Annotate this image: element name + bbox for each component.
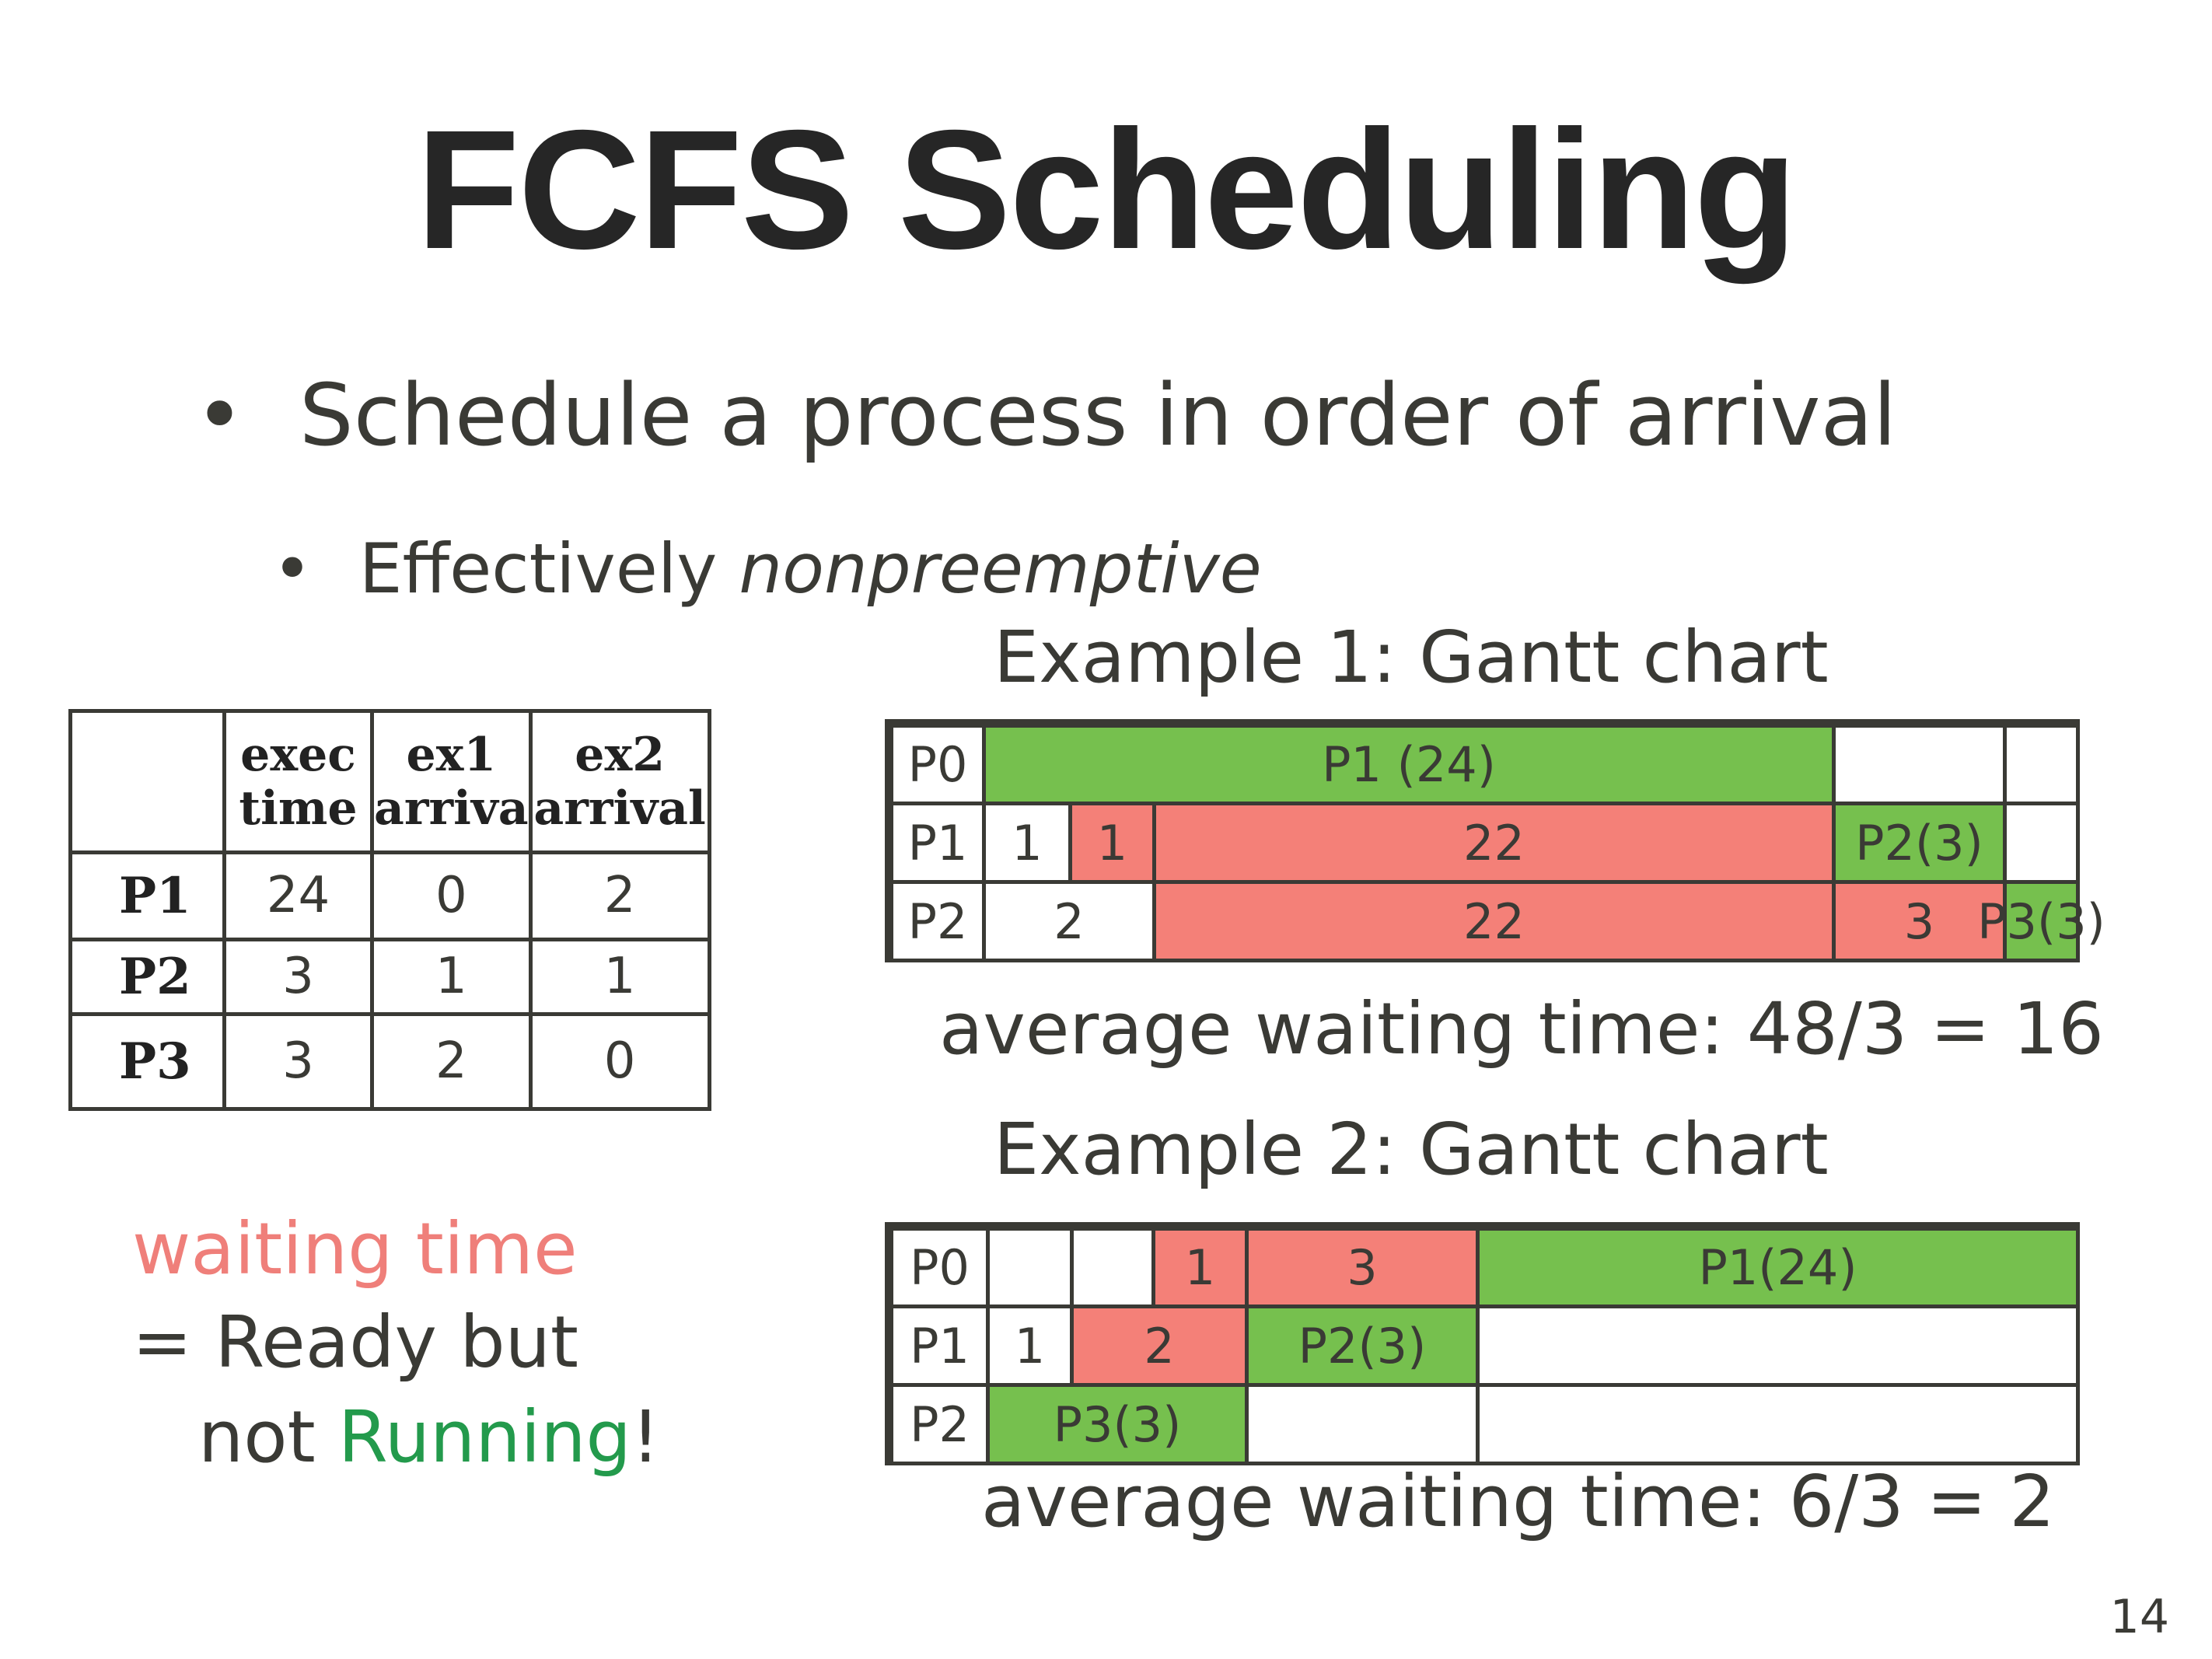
gantt-waiting-block: 1	[1068, 802, 1156, 884]
gantt-running-block: P2(3)	[1832, 802, 2007, 884]
bullet-text-emphasis: nonpreemptive	[739, 529, 1262, 609]
table-cell: 0	[528, 1012, 711, 1111]
example1-average-waiting-time: average waiting time: 48/3 = 16	[939, 987, 2104, 1070]
gantt-idle-block: 1	[982, 802, 1072, 884]
table-cell: 3	[222, 1012, 374, 1111]
gantt-chart-example1: P0 P1 (24) P1 1 1 22 P2(3) P2 2 22 3 P3(…	[885, 719, 2105, 962]
table-row-label: P3	[68, 1012, 226, 1111]
gantt-waiting-block: 22	[1152, 880, 1836, 962]
gantt-running-block: P1(24)	[1476, 1227, 2080, 1308]
gantt-row-label-p1: P1	[889, 802, 986, 884]
example2-title: Example 2: Gantt chart	[994, 1108, 1829, 1191]
bullet-dot: •	[272, 529, 313, 609]
table-cell: 3	[222, 938, 374, 1016]
page-number: 14	[2109, 1590, 2169, 1644]
gantt-idle-block	[1070, 1227, 1155, 1308]
bullet-level2: • Effectively nonpreemptive	[272, 529, 1262, 609]
table-header-cell: exec time	[222, 709, 374, 854]
gantt-idle-block	[1245, 1383, 1480, 1465]
note-ready-but: = Ready but	[132, 1301, 578, 1384]
table-row-label: P1	[68, 850, 226, 941]
table-row: P1 24 0 2	[68, 850, 711, 941]
gantt-row-label-p2: P2	[889, 880, 986, 962]
gantt-idle-block	[1832, 724, 2007, 805]
table-row: P2 3 1 1	[68, 938, 711, 1016]
gantt-idle-block	[1476, 1304, 2080, 1387]
gantt-idle-block	[2003, 724, 2080, 805]
gantt-idle-block: 1	[986, 1304, 1074, 1387]
note-not-running: not Running!	[198, 1395, 660, 1479]
gantt-row-label-p0: P0	[889, 1227, 990, 1308]
gantt-idle-block	[1476, 1383, 2080, 1465]
gantt-running-block: P1 (24)	[982, 724, 1836, 805]
gantt-waiting-block: 3	[1245, 1227, 1480, 1308]
gantt-running-block: P3(3)	[986, 1383, 1249, 1465]
note-running-word: Running	[337, 1395, 631, 1479]
bullet-level1: • Schedule a process in order of arrival	[194, 365, 1896, 465]
gantt-idle-block	[2003, 802, 2080, 884]
table-cell: 2	[370, 1012, 533, 1111]
table-cell: 2	[528, 850, 711, 941]
gantt-running-block: P3(3)	[1977, 880, 2105, 962]
table-cell: 1	[528, 938, 711, 1016]
note-exclaim: !	[631, 1395, 660, 1479]
table-header-cell	[68, 709, 226, 854]
example2-average-waiting-time: average waiting time: 6/3 = 2	[981, 1460, 2055, 1543]
slide-title: FCFS Scheduling	[416, 96, 1798, 285]
note-waiting-time: waiting time	[132, 1207, 578, 1291]
table-header-cell: ex2 arrival	[528, 709, 711, 854]
table-header-cell: ex1 arriva	[370, 709, 533, 854]
bullet-dot: •	[194, 365, 245, 465]
gantt-waiting-block: 22	[1152, 802, 1836, 884]
table-cell: 24	[222, 850, 374, 941]
table-row: P3 3 2 0	[68, 1012, 711, 1111]
table-cell: 1	[370, 938, 533, 1016]
gantt-row-label-p2: P2	[889, 1383, 990, 1465]
table-row-label: P2	[68, 938, 226, 1016]
arrival-table: exec time ex1 arriva ex2 arrival P1 24 0 2 …	[68, 709, 711, 1111]
table-cell: 0	[370, 850, 533, 941]
gantt-running-block: P2(3)	[1245, 1304, 1480, 1387]
gantt-row-label-p0: P0	[889, 724, 986, 805]
gantt-waiting-block: 2	[1070, 1304, 1249, 1387]
gantt-row-label-p1: P1	[889, 1304, 990, 1387]
gantt-idle-block	[986, 1227, 1074, 1308]
gantt-chart-example2: P0 1 3 P1(24) P1 1 2 P2(3) P2 P3(3)	[885, 1222, 2080, 1465]
gantt-waiting-block: 3	[1832, 880, 2007, 962]
example1-title: Example 1: Gantt chart	[994, 616, 1829, 699]
gantt-idle-block: 2	[982, 880, 1156, 962]
gantt-waiting-block: 1	[1151, 1227, 1249, 1308]
table-header-row: exec time ex1 arriva ex2 arrival	[68, 709, 711, 854]
bullet-text: Schedule a process in order of arrival	[299, 365, 1897, 465]
note-not: not	[198, 1395, 338, 1479]
bullet-text-prefix: Effectively	[358, 529, 739, 609]
